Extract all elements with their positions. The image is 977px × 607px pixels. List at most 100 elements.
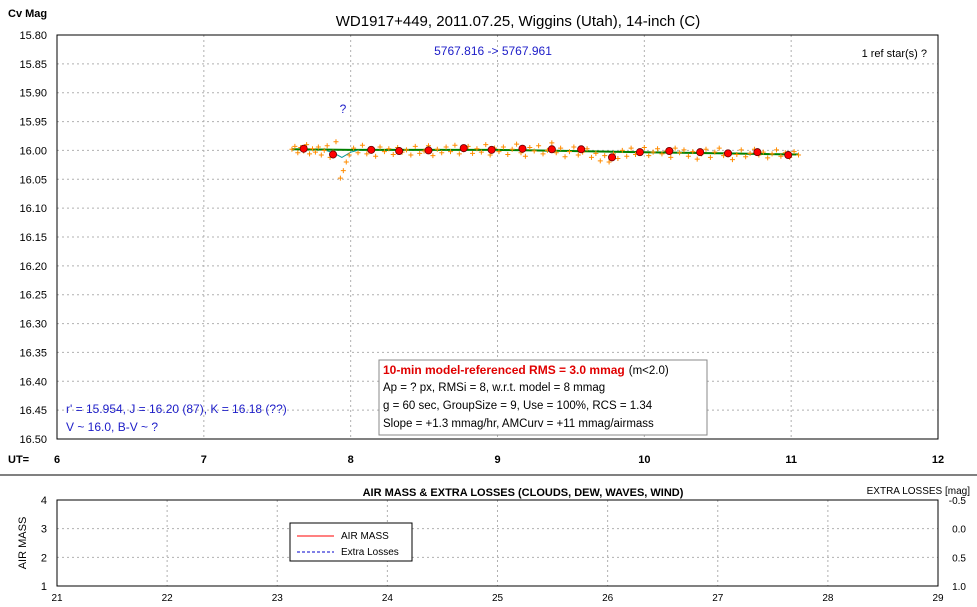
airmass-y-tick-labels: 1 2 3 4 (41, 495, 47, 593)
airmass-axis-label: AIR MASS (17, 517, 29, 570)
airmass-x-tick-label: 28 (822, 593, 834, 604)
airmass-x-tick-label: 22 (162, 593, 174, 604)
individual-point (619, 147, 625, 153)
individual-point (324, 143, 330, 149)
individual-point (602, 153, 608, 159)
individual-point (531, 148, 537, 154)
group-point (665, 147, 674, 156)
individual-point (765, 155, 771, 161)
individual-point (505, 151, 511, 157)
individual-point (478, 149, 484, 155)
group-point (753, 148, 762, 157)
main-y-tick-label: 15.80 (19, 30, 47, 42)
individual-point (597, 158, 603, 164)
individual-point (430, 153, 436, 159)
airmass-x-tick-label: 27 (712, 593, 724, 604)
extra-losses-tick-labels: -0.5 0.0 0.5 1.0 (949, 496, 967, 593)
main-y-tick-label: 16.20 (19, 261, 47, 273)
individual-point (434, 146, 440, 152)
magnitudes-annotation: r' = 15.954, J = 16.20 (87), K = 16.18 (… (66, 402, 287, 416)
individual-point (443, 144, 449, 150)
airmass-x-tick-labels: 21 22 23 24 25 26 27 28 29 (51, 593, 944, 604)
legend-label-air-mass: AIR MASS (341, 531, 389, 542)
individual-point (509, 146, 515, 152)
stats-box-frame (378, 359, 708, 436)
individual-point (417, 150, 423, 156)
main-plot-frame (56, 34, 939, 440)
airmass-x-tick-label: 26 (602, 593, 614, 604)
individual-point (514, 141, 520, 147)
individual-point (681, 147, 687, 153)
individual-point (566, 149, 572, 155)
main-x-tick-label: 12 (932, 454, 944, 466)
individual-point (606, 159, 612, 165)
individual-point (760, 149, 766, 155)
individual-point (778, 153, 784, 159)
individual-point (412, 143, 418, 149)
individual-point (729, 157, 735, 163)
individual-point (747, 150, 753, 156)
main-y-tick-labels: 15.80 15.85 15.90 15.95 16.00 16.05 16.10 16.15… (19, 30, 47, 446)
individual-point (500, 144, 506, 150)
group-point (459, 144, 468, 153)
individual-point (549, 140, 555, 146)
individual-point (584, 146, 590, 152)
individual-point (536, 143, 542, 149)
main-y-tick-label: 16.15 (19, 232, 47, 244)
individual-point (677, 150, 683, 156)
individual-point (668, 154, 674, 160)
legend: AIR MASS Extra Losses (289, 522, 413, 562)
main-y-tick-label: 16.45 (19, 405, 47, 417)
individual-points (289, 139, 802, 181)
individual-point (386, 146, 392, 152)
airmass-x-tick-label: 29 (932, 593, 944, 604)
stats-box: 10-min model-referenced RMS = 3.0 mmag (m… (378, 359, 708, 436)
individual-point (408, 152, 414, 158)
stats-line-slope: Slope = +1.3 mmag/hr, AMCurv = +11 mmag/… (383, 418, 654, 430)
individual-point (685, 153, 691, 159)
main-y-tick-label: 16.35 (19, 347, 47, 359)
airmass-y-tick-label: 2 (41, 552, 47, 564)
group-point (329, 150, 338, 159)
main-x-tick-label: 10 (638, 454, 650, 466)
main-y-tick-label: 16.10 (19, 203, 47, 215)
model-alt-line (324, 149, 360, 158)
individual-point (743, 154, 749, 160)
individual-point (796, 152, 802, 158)
individual-point (295, 150, 301, 156)
jd-range-annotation: 5767.816 -> 5767.961 (434, 44, 552, 58)
main-x-tick-label: 6 (54, 454, 60, 466)
extra-losses-tick-label: -0.5 (949, 496, 967, 507)
individual-point (340, 168, 346, 174)
individual-point (377, 144, 383, 150)
individual-point (703, 146, 709, 152)
individual-point (474, 146, 480, 152)
light-curve-panel: WD1917+449, 2011.07.25, Wiggins (Utah), … (8, 8, 944, 466)
extra-losses-axis-label: EXTRA LOSSES [mag] (867, 486, 971, 497)
ref-star-annotation: 1 ref star(s) ? (862, 48, 927, 60)
individual-point (448, 149, 454, 155)
individual-point (707, 154, 713, 160)
main-x-tick-label: 9 (494, 454, 500, 466)
individual-point (527, 145, 533, 151)
individual-point (738, 147, 744, 153)
chart-title: WD1917+449, 2011.07.25, Wiggins (Utah), … (336, 13, 701, 30)
group-point (577, 145, 586, 154)
individual-point (734, 151, 740, 157)
group-point (299, 144, 308, 153)
individual-point (773, 147, 779, 153)
individual-point (571, 144, 577, 150)
individual-point (483, 142, 489, 148)
individual-point (292, 143, 298, 149)
individual-point (553, 150, 559, 156)
individual-point (452, 142, 458, 148)
individual-point (318, 152, 324, 158)
individual-point (289, 146, 295, 152)
individual-point (359, 142, 365, 148)
individual-point (694, 156, 700, 162)
individual-point (456, 151, 462, 157)
main-y-tick-label: 16.05 (19, 174, 47, 186)
individual-point (558, 145, 564, 151)
individual-point (439, 150, 445, 156)
individual-point (390, 151, 396, 157)
